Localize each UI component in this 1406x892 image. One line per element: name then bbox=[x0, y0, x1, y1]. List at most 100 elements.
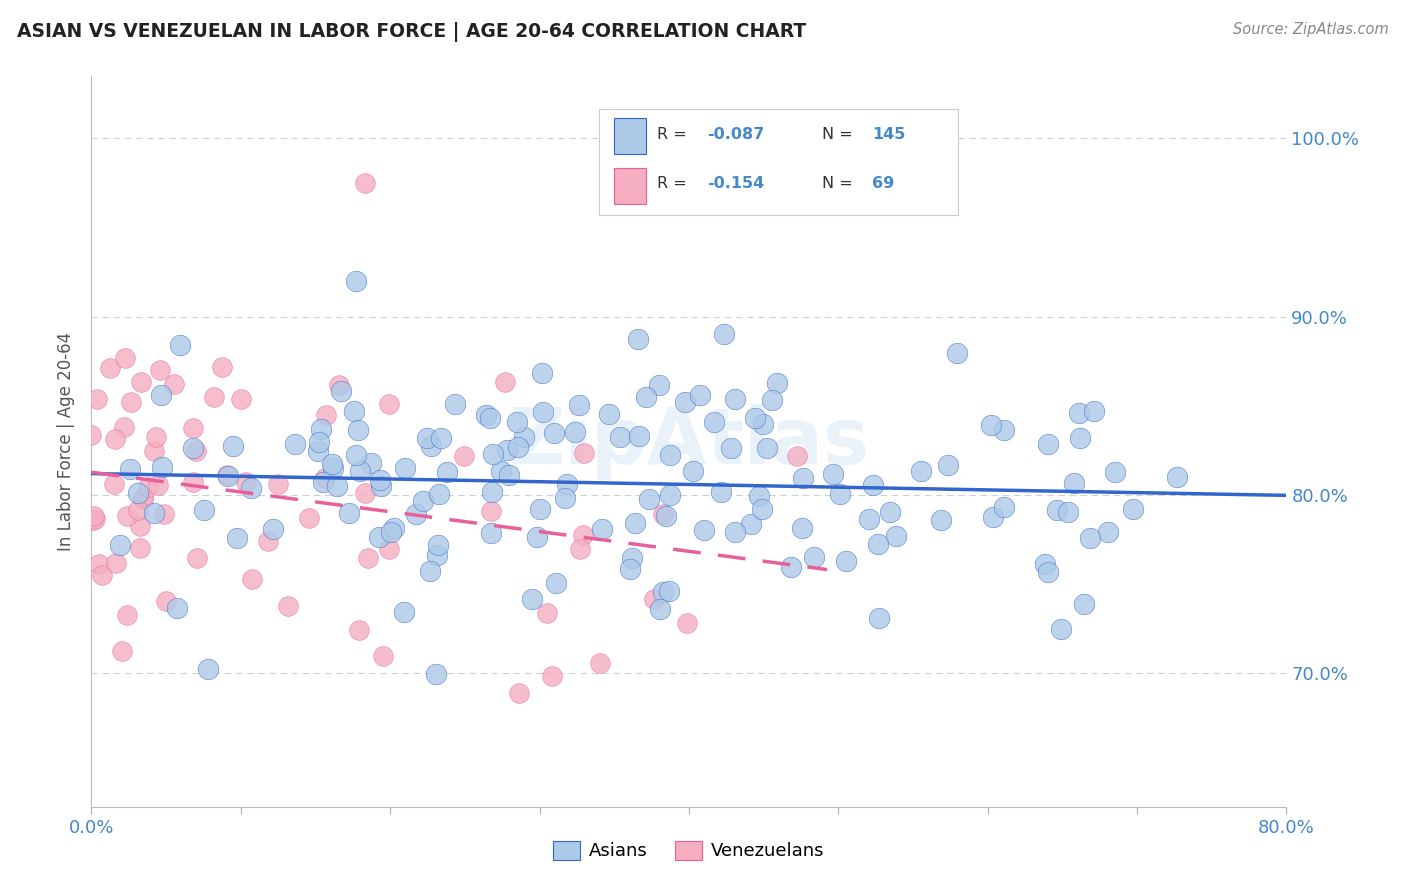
Point bbox=[370, 479, 392, 493]
Point bbox=[426, 538, 449, 552]
Point bbox=[821, 467, 844, 481]
Point bbox=[498, 468, 520, 483]
Point bbox=[184, 444, 207, 458]
Point bbox=[1063, 475, 1085, 490]
Point bbox=[724, 392, 747, 406]
Point bbox=[150, 459, 173, 474]
Point bbox=[89, 558, 111, 572]
Point bbox=[444, 397, 467, 411]
Point bbox=[479, 526, 502, 541]
Legend: Asians, Venezuelans: Asians, Venezuelans bbox=[546, 834, 832, 868]
Point bbox=[262, 522, 284, 536]
Text: ASIAN VS VENEZUELAN IN LABOR FORCE | AGE 20-64 CORRELATION CHART: ASIAN VS VENEZUELAN IN LABOR FORCE | AGE… bbox=[17, 22, 806, 42]
Point bbox=[756, 441, 779, 455]
Point bbox=[132, 492, 155, 507]
Point bbox=[309, 422, 332, 436]
Point bbox=[436, 465, 458, 479]
Point bbox=[321, 457, 343, 471]
Text: N =: N = bbox=[821, 128, 858, 142]
Point bbox=[1166, 469, 1188, 483]
Point bbox=[149, 362, 172, 376]
Point bbox=[983, 510, 1005, 524]
Point bbox=[513, 430, 536, 444]
Y-axis label: In Labor Force | Age 20-64: In Labor Force | Age 20-64 bbox=[58, 332, 76, 551]
Point bbox=[676, 615, 699, 630]
Point bbox=[405, 507, 427, 521]
Point bbox=[648, 602, 671, 616]
Point bbox=[572, 446, 595, 460]
Point bbox=[620, 551, 643, 566]
Text: 69: 69 bbox=[872, 176, 894, 191]
Point bbox=[946, 346, 969, 360]
Point bbox=[627, 332, 650, 346]
Point bbox=[80, 428, 103, 442]
Point bbox=[780, 560, 803, 574]
Point bbox=[609, 430, 631, 444]
Text: Source: ZipAtlas.com: Source: ZipAtlas.com bbox=[1233, 22, 1389, 37]
Point bbox=[354, 176, 377, 190]
Point bbox=[412, 494, 434, 508]
Point bbox=[419, 564, 441, 578]
Point bbox=[368, 530, 391, 544]
Point bbox=[181, 421, 204, 435]
Point bbox=[619, 562, 641, 576]
Point bbox=[426, 548, 449, 562]
Point bbox=[138, 480, 160, 494]
Point bbox=[868, 537, 890, 551]
Point bbox=[242, 572, 264, 586]
Point bbox=[655, 509, 678, 524]
Point bbox=[1073, 597, 1095, 611]
Text: R =: R = bbox=[657, 176, 692, 191]
Point bbox=[526, 530, 548, 544]
Point bbox=[648, 378, 671, 392]
Point bbox=[792, 471, 814, 485]
Point bbox=[531, 366, 554, 380]
Point bbox=[682, 464, 704, 478]
Point bbox=[115, 509, 138, 524]
Point bbox=[118, 462, 141, 476]
Point bbox=[713, 327, 735, 342]
Point bbox=[703, 415, 725, 429]
Point bbox=[689, 388, 711, 402]
Text: R =: R = bbox=[657, 128, 692, 142]
Point bbox=[489, 464, 512, 478]
Point bbox=[910, 464, 932, 478]
Point bbox=[128, 519, 150, 533]
Point bbox=[1036, 437, 1059, 451]
Point bbox=[508, 686, 530, 700]
Point bbox=[344, 448, 367, 462]
Point bbox=[1046, 503, 1069, 517]
Point bbox=[307, 443, 329, 458]
Point bbox=[132, 491, 155, 506]
Point bbox=[315, 471, 337, 485]
Point bbox=[568, 398, 591, 412]
Point bbox=[328, 378, 350, 392]
Point bbox=[392, 605, 415, 619]
Point bbox=[710, 485, 733, 500]
Point bbox=[658, 584, 681, 599]
Point bbox=[1104, 466, 1126, 480]
Point bbox=[993, 500, 1015, 515]
Point bbox=[394, 461, 416, 475]
Point bbox=[529, 501, 551, 516]
Point bbox=[1097, 524, 1119, 539]
Point bbox=[427, 487, 450, 501]
Point bbox=[1067, 406, 1090, 420]
Point bbox=[482, 447, 505, 461]
Point bbox=[766, 376, 789, 391]
Point bbox=[692, 523, 714, 537]
Point bbox=[222, 438, 245, 452]
Point bbox=[862, 478, 884, 492]
Point bbox=[83, 512, 105, 526]
Point bbox=[1078, 531, 1101, 545]
Point bbox=[536, 606, 558, 620]
Point bbox=[752, 417, 775, 432]
Point bbox=[197, 662, 219, 676]
Point bbox=[373, 649, 395, 664]
Point bbox=[554, 491, 576, 505]
Point bbox=[980, 417, 1002, 432]
Point bbox=[1083, 404, 1105, 418]
Point bbox=[803, 550, 825, 565]
Point bbox=[724, 524, 747, 539]
Point bbox=[256, 534, 278, 549]
